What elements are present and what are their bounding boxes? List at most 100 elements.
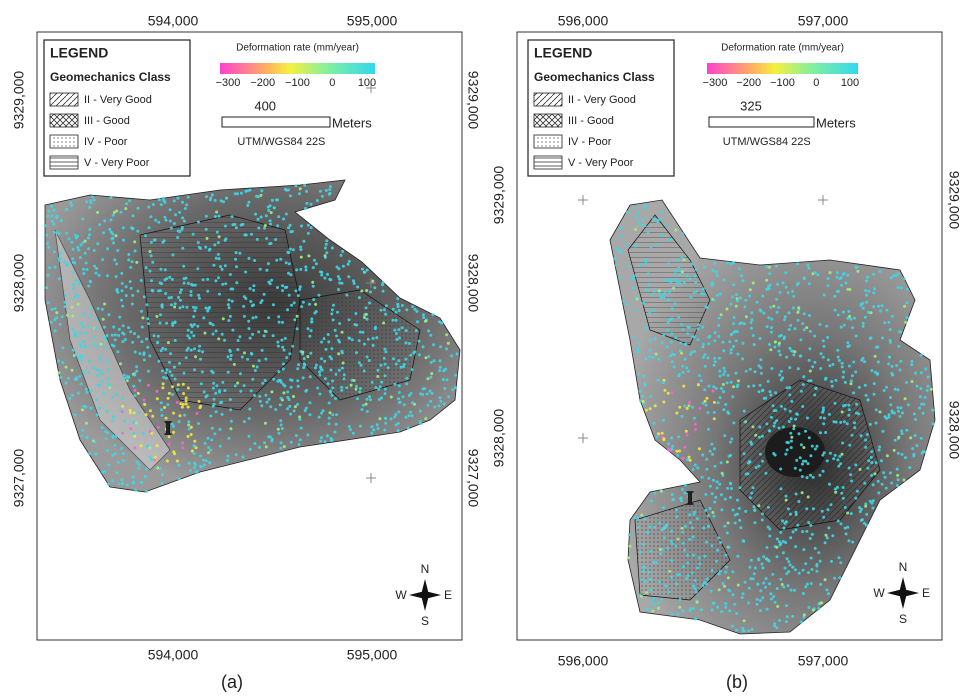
point [168, 275, 172, 279]
point [788, 409, 792, 413]
point [194, 470, 198, 474]
point [264, 445, 268, 449]
point [721, 582, 725, 585]
point [294, 289, 298, 293]
legend-title: LEGEND [534, 45, 592, 61]
point [908, 466, 912, 470]
point [723, 370, 727, 373]
point [368, 301, 372, 305]
point [150, 458, 153, 462]
point [349, 383, 353, 387]
scale-unit: Meters [332, 115, 372, 130]
point [365, 317, 369, 321]
point [722, 366, 726, 370]
point [830, 380, 834, 383]
point [748, 288, 752, 292]
point [861, 324, 865, 328]
point [718, 374, 722, 378]
point [834, 420, 838, 424]
point [784, 498, 788, 502]
point [247, 200, 251, 204]
point [148, 354, 152, 358]
point [708, 449, 712, 453]
point [170, 422, 174, 426]
point [421, 393, 425, 396]
point [864, 523, 868, 527]
point [676, 537, 680, 541]
point [345, 386, 349, 390]
point [186, 405, 190, 409]
point [308, 375, 312, 379]
point [338, 281, 342, 285]
point [204, 227, 208, 231]
point [693, 579, 697, 582]
point [779, 530, 783, 534]
point [241, 455, 245, 459]
point [315, 199, 319, 203]
point [173, 377, 177, 381]
point [807, 605, 811, 609]
point [807, 521, 811, 525]
point [287, 398, 291, 402]
point [664, 278, 668, 282]
point [663, 291, 667, 295]
point [341, 264, 345, 268]
point [708, 484, 712, 488]
point [873, 472, 877, 476]
point [394, 413, 398, 416]
point [650, 600, 654, 604]
point [693, 587, 697, 591]
point [359, 387, 362, 390]
point [128, 199, 132, 203]
point [279, 396, 283, 400]
point [786, 507, 790, 511]
point [722, 278, 726, 282]
point [282, 348, 286, 352]
point [883, 475, 887, 479]
point [164, 292, 168, 295]
point [806, 495, 810, 499]
point [802, 613, 806, 617]
point [178, 291, 182, 294]
colorbar-label: −100 [285, 77, 310, 89]
point [207, 451, 211, 455]
point [199, 246, 202, 250]
point [363, 270, 367, 274]
point [926, 384, 930, 388]
point [837, 556, 841, 560]
legend-item: V - Very Poor [568, 157, 634, 169]
point [796, 367, 800, 371]
point [643, 203, 647, 207]
point [252, 284, 256, 288]
point [692, 512, 696, 516]
point [361, 267, 364, 271]
point [808, 537, 812, 540]
point [332, 303, 335, 307]
point [642, 301, 645, 305]
point [716, 605, 720, 609]
point [163, 200, 167, 204]
point [641, 542, 645, 546]
point [871, 506, 875, 510]
point [815, 569, 819, 573]
point [211, 332, 215, 336]
point [703, 364, 707, 368]
point [308, 334, 312, 338]
point [119, 210, 123, 214]
point [735, 512, 739, 516]
point [341, 361, 345, 365]
point [331, 386, 335, 390]
point [686, 561, 690, 565]
point [329, 185, 332, 188]
point [698, 374, 701, 378]
point [381, 289, 385, 293]
point [136, 410, 140, 414]
point [657, 291, 661, 295]
point [801, 383, 805, 387]
point [383, 392, 387, 396]
point [686, 458, 689, 462]
point [218, 401, 222, 405]
point [252, 288, 256, 292]
point [682, 258, 686, 262]
panel-caption: (b) [726, 672, 748, 692]
